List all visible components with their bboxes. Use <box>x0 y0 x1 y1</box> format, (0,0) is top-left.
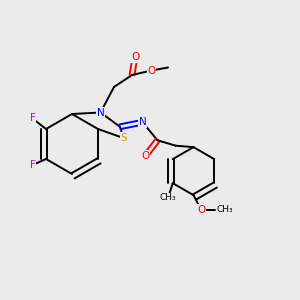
Text: S: S <box>120 133 127 143</box>
Text: N: N <box>139 117 146 127</box>
Text: N: N <box>97 107 104 118</box>
Text: CH₃: CH₃ <box>216 205 232 214</box>
Text: F: F <box>30 160 35 170</box>
Text: O: O <box>131 52 139 62</box>
Text: O: O <box>197 205 205 214</box>
Text: CH₃: CH₃ <box>160 193 176 202</box>
Text: F: F <box>30 113 35 124</box>
Text: O: O <box>147 65 156 76</box>
Text: O: O <box>141 151 150 161</box>
